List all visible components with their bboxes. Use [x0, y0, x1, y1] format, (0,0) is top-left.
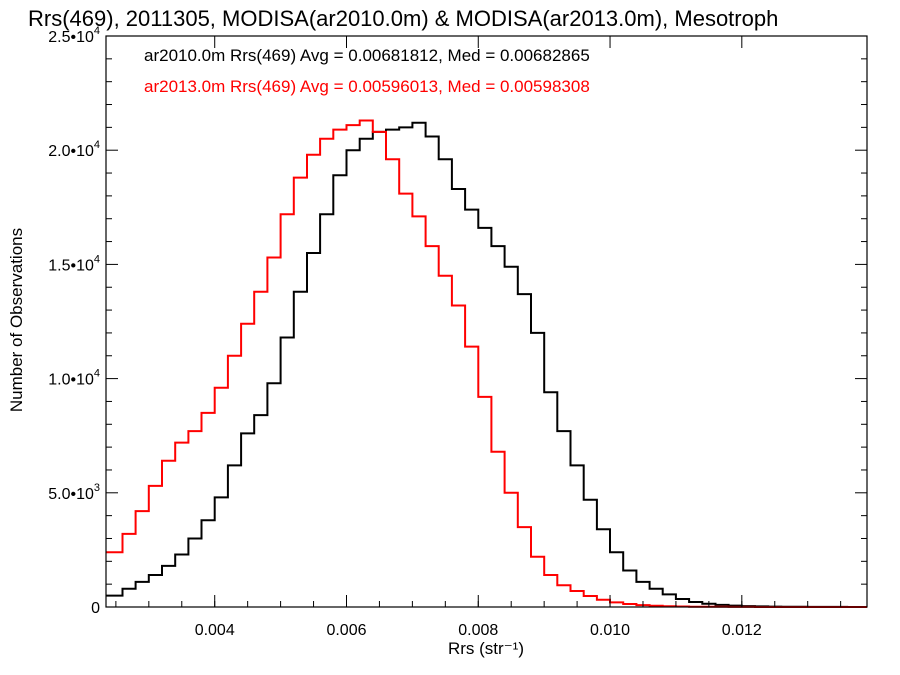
y-tick-label: 5.0•103 [48, 482, 100, 503]
legend-entry-ar2013: ar2013.0m Rrs(469) Avg = 0.00596013, Med… [144, 77, 590, 96]
series-line-ar2013 [106, 119, 867, 608]
series-layer [106, 119, 867, 608]
legend-entry-ar2010: ar2010.0m Rrs(469) Avg = 0.00681812, Med… [144, 46, 590, 65]
y-tick-label: 0 [91, 600, 100, 617]
y-tick-label: 2.0•104 [48, 139, 100, 160]
x-axis-label: Rrs (str⁻¹) [448, 639, 524, 658]
y-tick-label: 2.5•104 [48, 25, 100, 46]
x-tick-label: 0.012 [722, 622, 762, 639]
y-axis: 0 5.0•103 1.0•104 1.5•104 2.0•104 2.5•104 [48, 25, 867, 617]
series-line-ar2010 [106, 121, 867, 608]
x-tick-label: 0.004 [195, 622, 235, 639]
y-axis-label: Number of Observations [7, 228, 26, 412]
x-tick-label: 0.008 [458, 622, 498, 639]
x-tick-label: 0.006 [326, 622, 366, 639]
chart-title: Rrs(469), 2011305, MODISA(ar2010.0m) & M… [28, 6, 778, 31]
x-axis: 0.004 0.006 0.008 0.010 0.012 [115, 36, 842, 639]
y-tick-label: 1.0•104 [48, 368, 100, 389]
plot-frame [105, 35, 868, 608]
x-tick-label: 0.010 [590, 622, 630, 639]
y-tick-label: 1.5•104 [48, 253, 100, 274]
